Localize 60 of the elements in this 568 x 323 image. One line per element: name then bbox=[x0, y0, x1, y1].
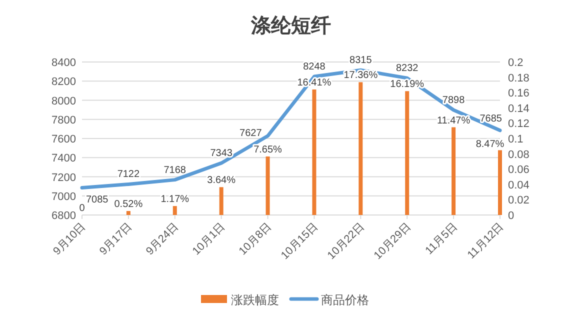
data-label: 7627 bbox=[240, 128, 262, 139]
bar bbox=[312, 89, 316, 215]
y2-tick-label: 0.1 bbox=[508, 134, 524, 146]
y2-tick-label: 0.04 bbox=[508, 179, 530, 192]
y2-tick-label: 0.14 bbox=[508, 102, 530, 115]
y2-tick-label: 0 bbox=[508, 210, 514, 222]
y2-tick-label: 0.16 bbox=[508, 88, 530, 100]
y-tick-label: 6800 bbox=[52, 210, 76, 222]
y-tick-label: 8400 bbox=[52, 57, 76, 69]
data-label: 7343 bbox=[210, 148, 233, 160]
legend-label: 商品价格 bbox=[321, 293, 369, 307]
bar bbox=[266, 156, 270, 215]
data-label: 7685 bbox=[480, 113, 502, 124]
bar bbox=[452, 127, 456, 215]
x-tick-label: 10月22日 bbox=[325, 220, 367, 262]
data-label: 17.36% bbox=[344, 70, 378, 82]
x-tick-label: 9月24日 bbox=[144, 220, 182, 258]
y-tick-label: 7200 bbox=[52, 172, 76, 184]
x-tick-label: 11月12日 bbox=[465, 220, 506, 262]
x-tick-label: 10月1日 bbox=[190, 220, 228, 258]
y2-tick-label: 0.18 bbox=[508, 72, 530, 84]
bar bbox=[358, 82, 363, 215]
data-label: 8.47% bbox=[476, 139, 504, 150]
legend-label: 涨跌幅度 bbox=[231, 293, 279, 307]
bar bbox=[498, 150, 502, 215]
data-label: 7.65% bbox=[254, 144, 282, 156]
data-label: 0 bbox=[79, 203, 86, 214]
y2-tick-label: 0.08 bbox=[508, 148, 530, 161]
y2-tick-label: 0.2 bbox=[508, 57, 524, 69]
y2-tick-label: 0.02 bbox=[508, 194, 530, 207]
y2-tick-label: 0.12 bbox=[508, 118, 530, 130]
y-tick-label: 8200 bbox=[52, 76, 76, 88]
data-label: 0.52% bbox=[114, 199, 143, 210]
x-tick-label: 9月10日 bbox=[51, 220, 88, 258]
x-tick-label: 10月8日 bbox=[236, 220, 274, 258]
data-label: 7085 bbox=[86, 194, 109, 206]
x-tick-label: 9月17日 bbox=[98, 220, 135, 258]
data-label: 11.47% bbox=[436, 115, 470, 126]
x-tick-label: 11月5日 bbox=[423, 220, 460, 258]
title: 涤纶短纤 bbox=[251, 15, 331, 37]
y-tick-label: 7800 bbox=[52, 114, 76, 126]
data-label: 8232 bbox=[396, 63, 419, 74]
data-label: 8248 bbox=[303, 62, 326, 73]
x-tick-label: 10月15日 bbox=[278, 220, 320, 262]
x-tick-label: 10月29日 bbox=[372, 220, 414, 262]
y2-tick-label: 0.06 bbox=[508, 164, 530, 176]
data-label: 7898 bbox=[442, 95, 466, 106]
y-tick-label: 7600 bbox=[52, 134, 76, 146]
data-label: 7122 bbox=[117, 169, 140, 180]
data-label: 8315 bbox=[350, 55, 372, 66]
bar bbox=[172, 206, 177, 215]
bar bbox=[405, 91, 410, 215]
data-label: 7168 bbox=[164, 164, 186, 176]
bar bbox=[219, 187, 224, 215]
y-tick-label: 7000 bbox=[52, 190, 76, 203]
y-tick-label: 7400 bbox=[52, 152, 76, 165]
data-label: 3.64% bbox=[207, 175, 236, 186]
bar bbox=[126, 211, 130, 215]
data-label: 1.17% bbox=[160, 194, 190, 206]
y-tick-label: 8000 bbox=[52, 95, 76, 108]
